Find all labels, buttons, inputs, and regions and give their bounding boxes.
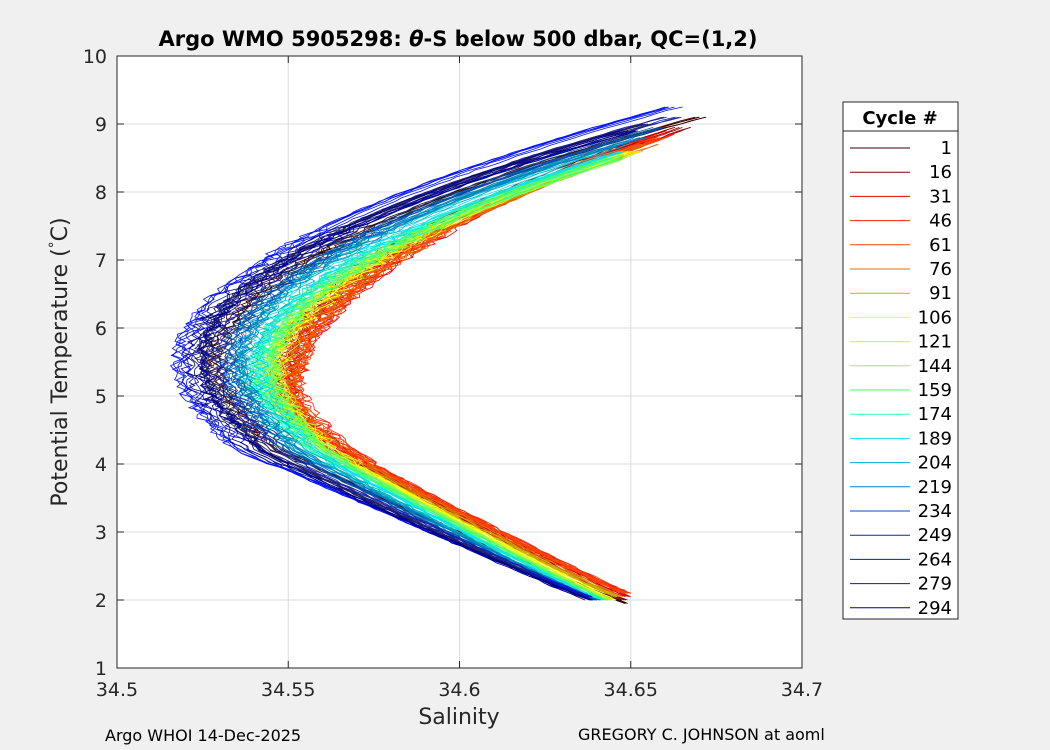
profile-line	[214, 116, 680, 597]
profile-line	[250, 150, 620, 601]
legend-label: 1	[941, 138, 952, 159]
legend-entries: 1 16 31 46 61 76 91 106 121 144 159 174 189 204 219 234…	[850, 138, 952, 619]
legend-label: 91	[929, 283, 952, 304]
y-tick-label: 10	[83, 46, 107, 68]
legend-label: 144	[918, 356, 952, 377]
legend-title: Cycle #	[862, 108, 937, 129]
chart-title: Argo WMO 5905298: θ-S below 500 dbar, QC…	[158, 27, 757, 51]
profile-line	[267, 157, 622, 601]
profile-line	[184, 130, 629, 601]
x-tick-label: 34.6	[438, 679, 480, 701]
y-tick-label: 3	[95, 522, 107, 544]
profile-lines	[169, 106, 707, 604]
legend-label: 219	[918, 477, 952, 498]
legend-label: 294	[918, 598, 952, 619]
profile-line	[234, 137, 641, 601]
legend-label: 249	[918, 525, 952, 546]
y-tick-label: 1	[95, 658, 107, 680]
x-tick-label: 34.55	[261, 679, 315, 701]
profile-line	[286, 144, 659, 597]
profile-line	[201, 123, 652, 601]
tick-marks	[116, 55, 803, 669]
profile-line	[268, 157, 623, 601]
legend-label: 31	[929, 186, 952, 207]
legend-label: 234	[918, 501, 952, 522]
legend-label: 174	[918, 404, 952, 425]
legend-label: 204	[918, 453, 952, 474]
y-tick-labels: 1 2 3 4 5 6 7 8 9 10	[83, 46, 107, 680]
legend-label: 46	[929, 211, 952, 232]
x-tick-label: 34.65	[604, 679, 658, 701]
legend-label: 16	[929, 162, 952, 183]
legend-label: 264	[918, 549, 952, 570]
profile-line	[239, 144, 622, 601]
y-axis-label: Potential Temperature (°C)	[47, 217, 73, 506]
footer-left: Argo WHOI 14-Dec-2025	[105, 726, 301, 745]
profile-line	[282, 150, 642, 601]
profile-line	[195, 130, 636, 601]
x-axis-label: Salinity	[418, 705, 499, 730]
legend-label: 159	[918, 380, 952, 401]
legend-label: 106	[918, 307, 952, 328]
y-tick-label: 7	[95, 250, 107, 272]
legend-label: 279	[918, 574, 952, 595]
x-tick-label: 34.5	[96, 679, 138, 701]
x-tick-label: 34.7	[781, 679, 823, 701]
legend-label: 76	[929, 259, 952, 280]
footer-right: GREGORY C. JOHNSON at aoml	[578, 725, 825, 744]
profile-line	[244, 144, 629, 601]
legend-box	[842, 101, 959, 620]
y-tick-label: 9	[95, 114, 107, 136]
profile-line	[193, 123, 644, 601]
y-tick-label: 8	[95, 182, 107, 204]
profile-line	[257, 150, 626, 601]
y-tick-label: 5	[95, 386, 107, 408]
legend-label: 121	[918, 332, 952, 353]
profile-line	[199, 123, 649, 601]
profile-line	[271, 157, 625, 601]
y-tick-label: 6	[95, 318, 107, 340]
legend-label: 189	[918, 428, 952, 449]
y-tick-label: 4	[95, 454, 107, 476]
legend-label: 61	[929, 235, 952, 256]
profile-line	[198, 130, 638, 601]
y-tick-label: 2	[95, 590, 107, 612]
x-tick-labels: 34.5 34.55 34.6 34.65 34.7	[96, 679, 823, 701]
profile-line	[278, 150, 643, 597]
